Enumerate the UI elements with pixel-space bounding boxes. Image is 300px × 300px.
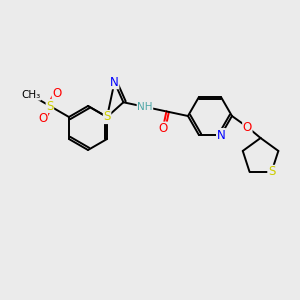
- Text: O: O: [243, 121, 252, 134]
- Text: O: O: [158, 122, 167, 135]
- Text: N: N: [110, 76, 119, 89]
- Text: CH₃: CH₃: [21, 90, 40, 100]
- Text: N: N: [217, 129, 225, 142]
- Text: NH: NH: [137, 102, 153, 112]
- Text: S: S: [268, 165, 275, 178]
- Text: S: S: [46, 100, 54, 112]
- Text: O: O: [52, 87, 62, 101]
- Text: S: S: [103, 110, 111, 124]
- Text: O: O: [38, 112, 47, 124]
